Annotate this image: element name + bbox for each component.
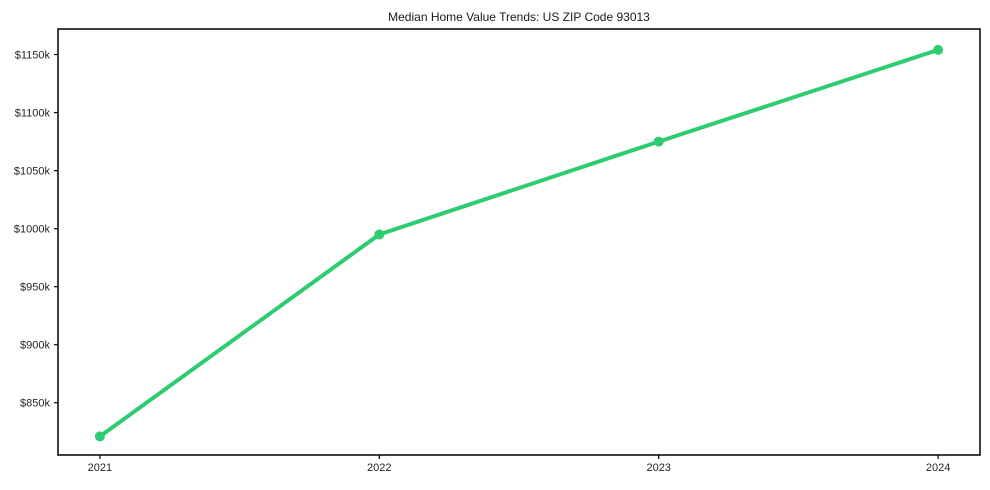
x-tick-label: 2021 [88,462,112,474]
data-point-marker [653,136,664,147]
x-tick-label: 2023 [646,462,670,474]
trend-line [97,47,941,439]
data-point-marker [374,229,385,240]
y-tick-label: $1100k [15,107,51,119]
y-tick-label: $950k [20,281,50,293]
y-tick-label: $1050k [14,165,51,177]
x-tick-label: 2024 [926,462,950,474]
y-tick-label: $900k [20,340,50,352]
y-tick-label: $850k [20,398,50,410]
x-tick-label: 2022 [367,462,391,474]
y-tick-label: $1150k [15,49,51,61]
data-point-marker [94,431,105,442]
chart-title: Median Home Value Trends: US ZIP Code 93… [388,10,650,24]
plot-area: $850k $900k $950k $1000k $1050k $1100k $1150k 2… [14,28,981,474]
data-point-marker [933,44,944,55]
plot-border [57,28,981,456]
y-tick-label: $1000k [14,223,51,235]
